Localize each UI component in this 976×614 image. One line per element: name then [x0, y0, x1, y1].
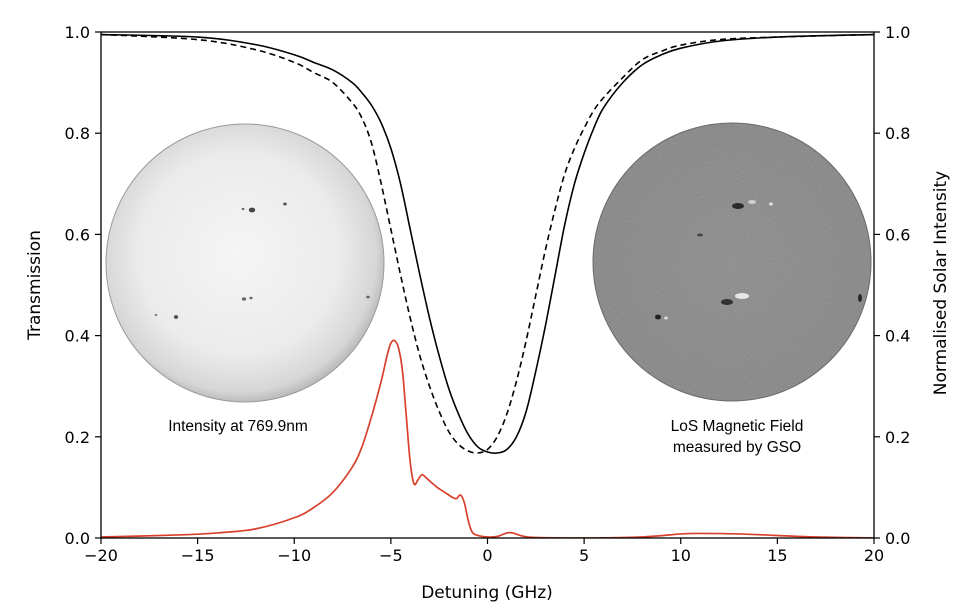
y-tick-label-left: 0.4	[65, 327, 90, 346]
magnetic-region	[721, 299, 733, 305]
x-tick-label: 15	[767, 546, 787, 565]
intensity-sun-image	[105, 123, 385, 403]
x-tick-label: −5	[379, 546, 403, 565]
sunspot	[249, 296, 253, 300]
x-tick-label: −15	[181, 546, 215, 565]
magnetic-region	[697, 233, 703, 237]
series-line-transmission-solid	[101, 33, 874, 454]
x-ticks: −20 −15 −10 −5 0 5 10 15 20	[84, 538, 884, 565]
y-axis-label-left: Transmission	[25, 230, 45, 341]
y-tick-label-right: 0.2	[885, 428, 910, 447]
magnetic-region	[748, 200, 756, 204]
magnetic-region	[655, 314, 661, 320]
x-tick-label: 0	[482, 546, 492, 565]
x-tick-label: 5	[579, 546, 589, 565]
x-axis-label: Detuning (GHz)	[421, 583, 553, 603]
sunspot	[241, 207, 245, 211]
y-tick-label-right: 0.4	[885, 327, 910, 346]
y-tick-label-right: 0.0	[885, 529, 910, 548]
y-axis-label-right: Normalised Solar Intensity	[931, 171, 951, 395]
intensity-caption: Intensity at 769.9nm	[168, 418, 308, 435]
sunspot	[366, 295, 370, 299]
y-tick-label-left: 0.2	[65, 428, 90, 447]
magnetic-region	[769, 202, 773, 206]
y-ticks-right: 0.0 0.2 0.4 0.6 0.8 1.0	[874, 23, 910, 548]
x-tick-label: −20	[84, 546, 118, 565]
y-tick-label-left: 0.0	[65, 529, 90, 548]
magnetogram-image	[592, 122, 872, 402]
y-tick-label-left: 0.8	[65, 124, 90, 143]
x-tick-label: 10	[671, 546, 691, 565]
magnetic-region	[735, 293, 749, 299]
y-ticks-left: 0.0 0.2 0.4 0.6 0.8 1.0	[65, 23, 101, 548]
sunspot	[173, 315, 179, 319]
magnetogram-caption-line2: measured by GSO	[673, 439, 801, 456]
y-tick-label-right: 1.0	[885, 23, 910, 42]
magnetic-region	[858, 294, 862, 302]
sunspot	[283, 202, 287, 206]
sunspot	[154, 313, 158, 317]
y-tick-label-right: 0.6	[885, 225, 910, 244]
x-tick-label: 20	[864, 546, 884, 565]
magnetogram-caption-line1: LoS Magnetic Field	[671, 418, 804, 435]
x-tick-label: −10	[277, 546, 311, 565]
sunspot	[241, 297, 247, 301]
magnetic-region	[732, 203, 744, 209]
y-tick-label-left: 0.6	[65, 225, 90, 244]
y-tick-label-right: 0.8	[885, 124, 910, 143]
sunspot	[248, 207, 256, 213]
magnetic-region	[664, 316, 668, 320]
series-line-transmission-dashed	[101, 33, 874, 454]
y-tick-label-left: 1.0	[65, 23, 90, 42]
